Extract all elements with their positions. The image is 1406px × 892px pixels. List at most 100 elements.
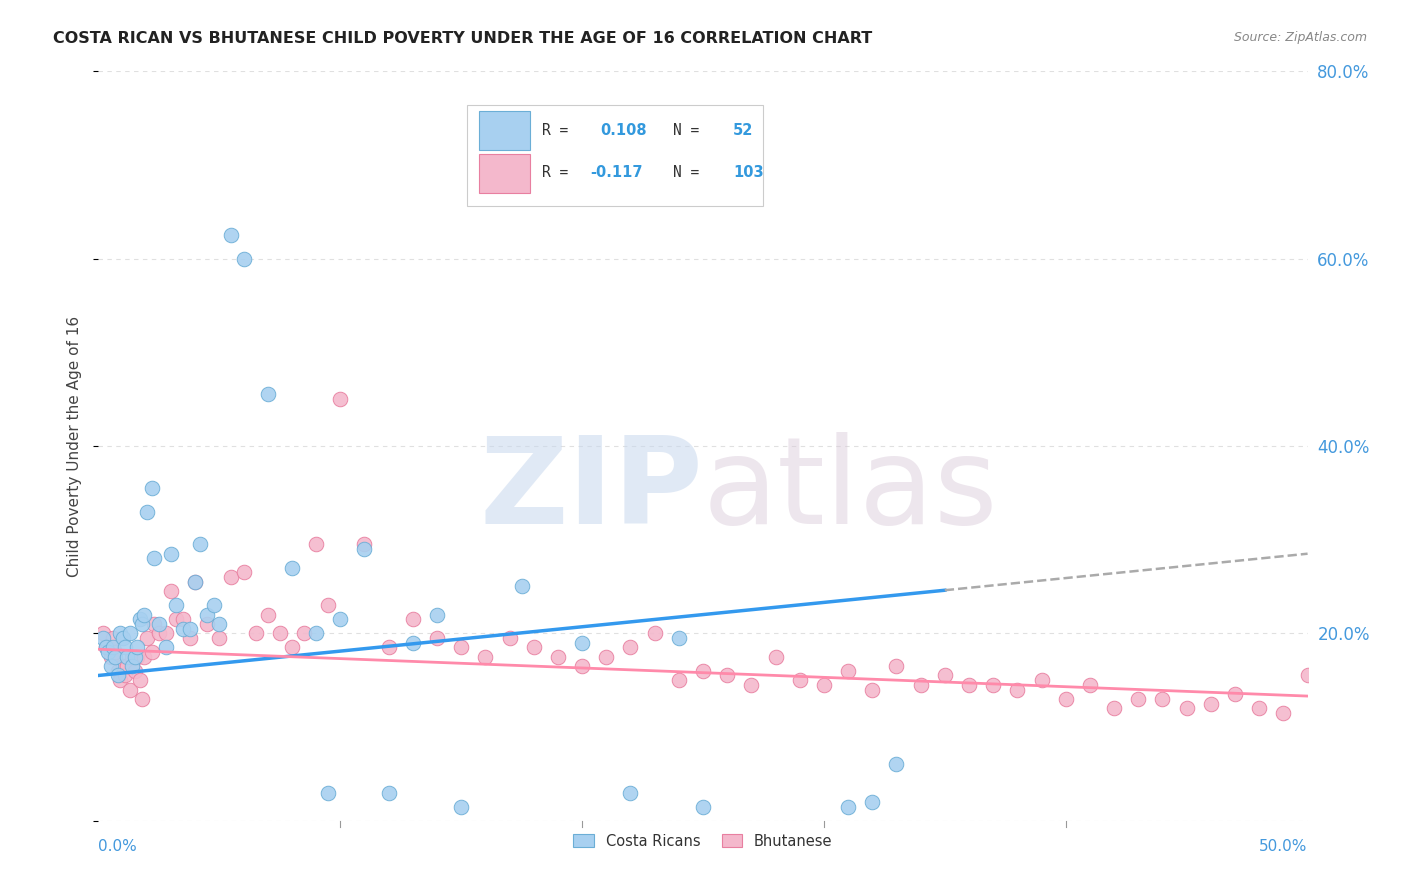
Point [104,649,127,664]
Point [107,664,129,678]
Point [765,649,787,664]
Point [101,631,124,645]
Point [1369,692,1392,706]
Point [128,673,150,688]
Point [114,668,136,682]
Point [124,649,146,664]
Point [353,537,375,551]
Point [232,566,254,580]
Point [195,617,218,632]
Point [474,649,496,664]
Point [111,631,134,645]
Point [160,547,183,561]
Point [104,645,127,659]
Point [644,626,666,640]
Point [134,649,156,664]
Text: 52: 52 [734,123,754,138]
Point [402,635,425,649]
Point [91,631,114,645]
Point [1031,673,1053,688]
Point [692,799,714,814]
Point [426,631,449,645]
Point [114,640,136,655]
FancyBboxPatch shape [479,153,530,193]
Point [523,640,546,655]
Text: R =: R = [543,165,578,180]
Point [1272,706,1295,720]
Text: R =: R = [543,123,578,138]
Point [97,645,120,659]
Point [100,649,122,664]
Point [1175,701,1198,715]
Point [121,659,143,673]
Point [668,631,690,645]
Point [118,682,141,697]
Point [1393,710,1406,724]
Point [450,799,472,814]
Point [886,757,908,772]
Point [184,574,207,589]
Point [1007,682,1029,697]
Point [981,678,1004,692]
Point [316,786,339,800]
Point [131,692,153,706]
Point [498,631,520,645]
Point [134,607,156,622]
Point [860,795,883,809]
Text: 50.0%: 50.0% [1260,839,1308,855]
Point [1078,678,1101,692]
Point [1102,701,1125,715]
Point [141,481,163,495]
Point [1223,687,1246,701]
Point [813,678,835,692]
Text: atlas: atlas [703,433,998,549]
Point [208,631,231,645]
Point [305,626,328,640]
Point [1054,692,1077,706]
Text: ZIP: ZIP [479,433,703,549]
Point [668,673,690,688]
Point [510,580,533,594]
Point [108,673,131,688]
Point [141,645,163,659]
Point [179,631,201,645]
Point [1320,678,1343,692]
Point [124,664,146,678]
Point [957,678,980,692]
Point [256,607,278,622]
Point [329,612,352,626]
Point [148,626,170,640]
Point [232,252,254,266]
Point [128,612,150,626]
Point [155,640,177,655]
Point [1199,697,1222,711]
Point [94,640,117,655]
Text: COSTA RICAN VS BHUTANESE CHILD POVERTY UNDER THE AGE OF 16 CORRELATION CHART: COSTA RICAN VS BHUTANESE CHILD POVERTY U… [53,31,873,46]
Point [256,387,278,401]
Point [135,631,157,645]
Point [160,584,183,599]
Point [837,664,859,678]
Point [94,640,117,655]
Point [1128,692,1150,706]
Point [121,649,143,664]
Point [148,617,170,632]
Point [117,649,139,664]
Point [837,799,859,814]
Point [1344,701,1367,715]
Point [860,682,883,697]
Point [184,574,207,589]
Text: 0.0%: 0.0% [98,839,138,855]
Point [353,542,375,557]
Point [426,607,449,622]
Point [305,537,328,551]
Point [135,505,157,519]
Text: 0.108: 0.108 [600,123,647,138]
Legend: Costa Ricans, Bhutanese: Costa Ricans, Bhutanese [568,828,838,855]
Point [97,640,120,655]
Point [910,678,932,692]
Point [619,640,641,655]
Point [377,786,399,800]
Point [165,599,187,613]
Point [329,392,352,407]
